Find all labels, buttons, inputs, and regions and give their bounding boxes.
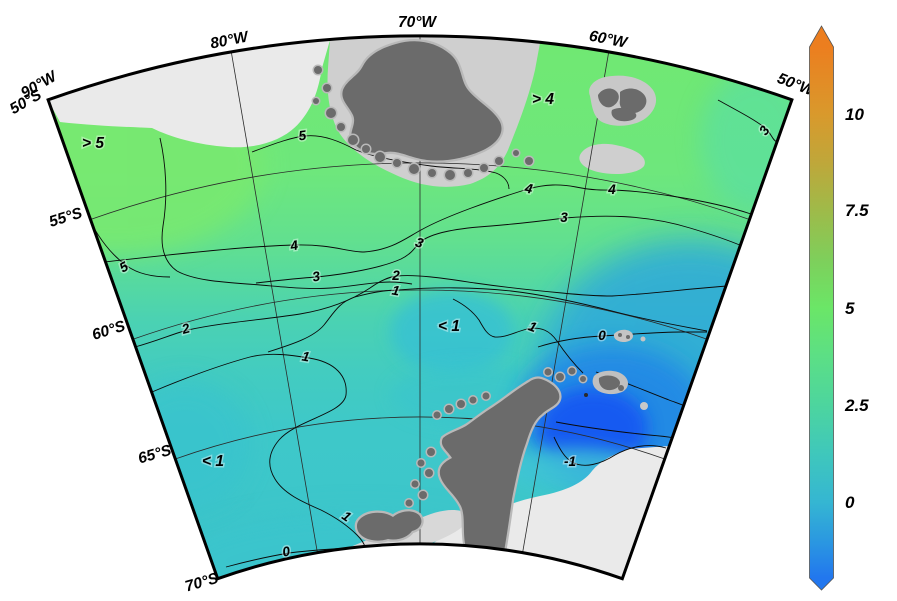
- contour-label: < 1: [438, 318, 460, 335]
- land-tierra-del-fuego: [340, 39, 504, 163]
- contour-2: [134, 275, 729, 348]
- parallel-65s: [175, 416, 665, 460]
- contour-label: 0: [598, 328, 606, 343]
- grid-label-55s: 55°S: [47, 204, 85, 230]
- contour-label: 4: [607, 182, 616, 197]
- parallel-55s: [90, 162, 750, 220]
- islets-mid-east: [613, 329, 646, 342]
- grid-label-65s: 65°S: [136, 442, 174, 468]
- isotherms: [84, 99, 778, 568]
- contour-4: [103, 184, 752, 263]
- land-adelaide-island: [354, 509, 424, 543]
- map-field: [48, 35, 792, 579]
- colorbar-tick-label: 5: [845, 299, 855, 318]
- contour-minus1: [553, 436, 667, 466]
- contour-1-south: [151, 353, 366, 548]
- colorbar-tick-label: 7.5: [845, 201, 869, 220]
- no-data-top-band: [48, 40, 330, 148]
- contour-label: 2: [391, 268, 400, 283]
- grid-label-70s: 70°S: [183, 570, 221, 596]
- contour-5-descender: [159, 137, 413, 289]
- land: [311, 39, 657, 560]
- grid-label-70w: 70°W: [398, 14, 437, 31]
- fuegian-islets: [311, 64, 535, 182]
- cold-pocket-center: [390, 290, 514, 374]
- contour-weddell-lower: [555, 421, 676, 439]
- contour-0-east: [537, 331, 707, 348]
- falkland-islands: [589, 75, 657, 126]
- colorbar-tick-label: 0: [845, 493, 855, 512]
- contour-label: < 1: [202, 453, 224, 470]
- contour-label: > 4: [532, 91, 554, 108]
- parallel-60s: [132, 289, 708, 340]
- contour-label: 3: [560, 210, 568, 225]
- contour-label: -1: [564, 454, 576, 469]
- peninsula-west-islets: [404, 446, 437, 508]
- contour-3-corner: [717, 99, 778, 143]
- grid-label-60s: 60°S: [90, 317, 128, 343]
- contour-1-north: [267, 287, 708, 353]
- land-antarctic-peninsula: [437, 376, 562, 560]
- colorbar-tick-label: 10: [845, 105, 864, 124]
- contour-1-pocket: [452, 298, 584, 374]
- colorbar-tick-label: 2.5: [844, 396, 869, 415]
- no-data-blob-east: [579, 143, 645, 174]
- south-orkney-islands: [592, 370, 648, 410]
- contour-3: [255, 215, 743, 284]
- south-shetland-islands: [432, 366, 588, 420]
- colorbar-gradient-bar: [809, 25, 834, 591]
- map-border: [46, 34, 794, 581]
- colorbar: 10 7.5 5 2.5 0: [809, 25, 869, 591]
- contour-label: > 5: [82, 135, 104, 152]
